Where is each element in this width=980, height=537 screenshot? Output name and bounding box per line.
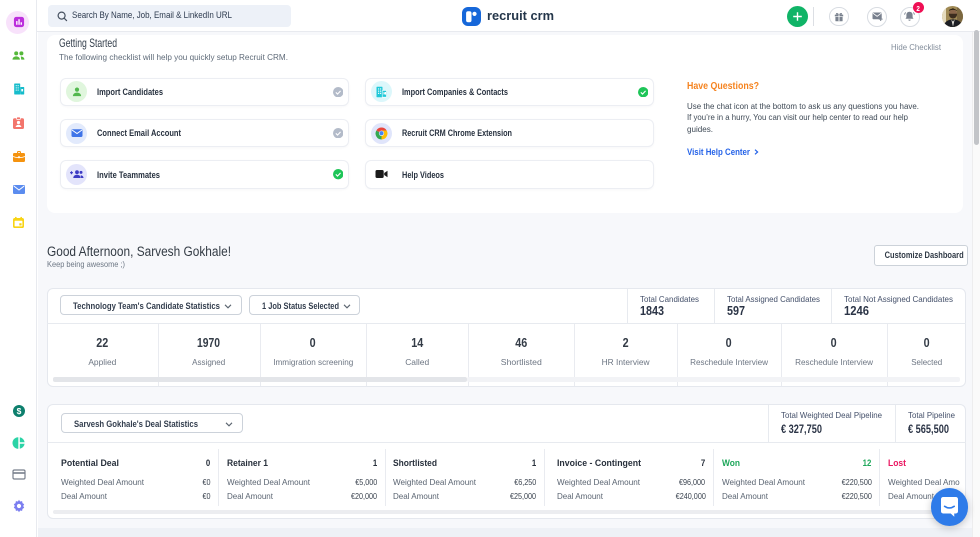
svg-text:$: $ (16, 406, 21, 416)
